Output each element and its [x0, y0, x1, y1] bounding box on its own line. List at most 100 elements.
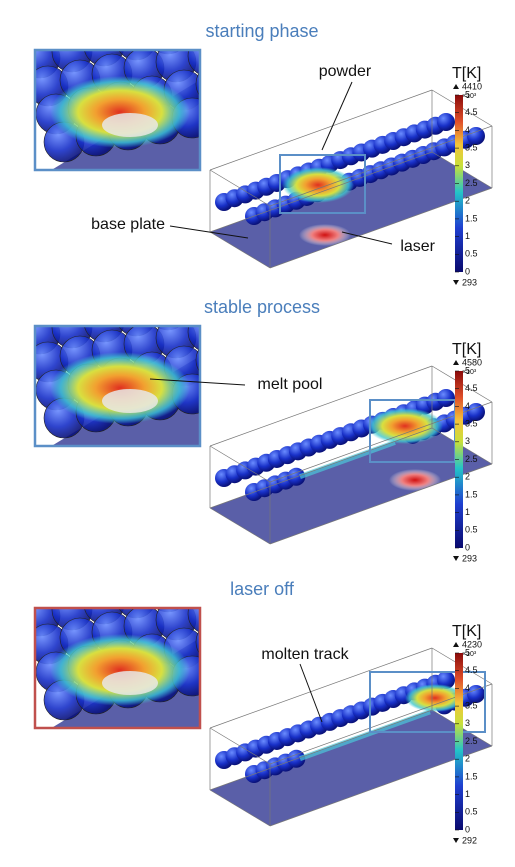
- colorbar-tick-label: 3.5: [465, 418, 478, 428]
- box-edge: [209, 727, 271, 765]
- inset-melt: [102, 113, 158, 137]
- box-edge: [209, 709, 433, 791]
- inset-particle: [195, 71, 200, 97]
- colorbar-tick-label: 2: [465, 754, 470, 764]
- zoom-frame: [279, 154, 366, 214]
- annotation: base plate: [91, 216, 165, 233]
- inset-particle: [155, 50, 181, 55]
- colorbar-label: T[K]: [452, 623, 481, 640]
- max-marker: [453, 84, 459, 89]
- colorbar-tick-label: 1: [465, 231, 470, 241]
- box-edge: [209, 789, 271, 827]
- inset-particle: [204, 92, 244, 132]
- inset-frame: [33, 48, 202, 172]
- inset-melt: [102, 671, 158, 695]
- min-marker: [453, 838, 459, 843]
- hot-zone: [282, 167, 354, 203]
- powder-particle: [467, 403, 485, 421]
- colorbar-tick-label: 4.5: [465, 107, 478, 117]
- colorbar-tick-label: 2: [465, 196, 470, 206]
- inset-particle: [187, 326, 200, 351]
- leader-line: [169, 225, 249, 239]
- colorbar-tick-label: 0.5: [465, 807, 478, 817]
- inset-hot: [50, 76, 190, 148]
- max-marker: [453, 360, 459, 365]
- colorbar-multiplier: ×10³: [462, 369, 477, 376]
- colorbar-tick-label: 1: [465, 507, 470, 517]
- inset-particle: [155, 326, 181, 331]
- leader-line: [321, 81, 353, 151]
- colorbar-tick-label: 3: [465, 160, 470, 170]
- box-edge: [209, 647, 433, 729]
- colorbar-tick-label: 1.5: [465, 213, 478, 223]
- annotation: laser: [400, 238, 435, 255]
- box-edge: [209, 89, 433, 171]
- colorbar-tick-label: 2.5: [465, 736, 478, 746]
- colorbar-tick-label: 4.5: [465, 665, 478, 675]
- inset-melt: [102, 389, 158, 413]
- base-plate: [210, 710, 492, 826]
- inset-frame: [33, 324, 202, 448]
- hot-zone: [405, 684, 465, 712]
- box-edge: [209, 427, 433, 509]
- inset-particle: [180, 566, 220, 606]
- colorbar-tick-label: 3.5: [465, 700, 478, 710]
- colorbar-tick-label: 0.5: [465, 249, 478, 259]
- inset-particle: [204, 650, 244, 690]
- colorbar-min: 292: [462, 835, 477, 845]
- colorbar-tick-label: 1.5: [465, 489, 478, 499]
- min-marker: [453, 280, 459, 285]
- base-plate: [210, 428, 492, 544]
- colorbar-max: 4580: [462, 357, 482, 367]
- colorbar-multiplier: ×10³: [462, 93, 477, 100]
- colorbar-max: 4230: [462, 639, 482, 649]
- min-marker: [453, 556, 459, 561]
- colorbar-multiplier: ×10³: [462, 651, 477, 658]
- colorbar-min: 293: [462, 553, 477, 563]
- colorbar-tick-label: 0: [465, 824, 470, 834]
- colorbar-tick-label: 4: [465, 401, 470, 411]
- colorbar-tick-label: 3: [465, 436, 470, 446]
- leader-line: [341, 231, 393, 245]
- colorbar-tick-label: 5: [465, 647, 470, 657]
- colorbar-label: T[K]: [452, 65, 481, 82]
- colorbar-max: 4410: [462, 81, 482, 91]
- molten-track: [299, 709, 431, 761]
- box-edge: [209, 507, 271, 545]
- box-edge: [209, 151, 433, 233]
- colorbar-tick-label: 5: [465, 89, 470, 99]
- inset-content: [35, 326, 200, 446]
- box-edge: [209, 231, 271, 269]
- colorbar-tick-label: 0: [465, 266, 470, 276]
- max-marker: [453, 642, 459, 647]
- molten-track: [299, 440, 396, 479]
- base-plate: [210, 152, 492, 268]
- annotation: powder: [319, 63, 372, 80]
- annotation: molten track: [261, 646, 349, 663]
- inset-frame: [33, 606, 202, 730]
- panel-title: laser off: [230, 579, 295, 599]
- panel-title: stable process: [204, 297, 320, 317]
- colorbar-tick-label: 3.5: [465, 142, 478, 152]
- hot-zone: [367, 408, 443, 444]
- panel-title: starting phase: [205, 21, 318, 41]
- laser-spot: [389, 469, 441, 491]
- powder-particle: [467, 685, 485, 703]
- powder-particle: [437, 389, 455, 407]
- inset-particle: [195, 347, 200, 373]
- leader-line: [299, 663, 323, 723]
- box-edge: [209, 169, 271, 207]
- inset-particle: [187, 50, 200, 75]
- annotation: melt pool: [258, 376, 323, 393]
- colorbar-tick-label: 2.5: [465, 454, 478, 464]
- inset-content: [35, 50, 244, 170]
- inset-hot: [50, 634, 190, 706]
- inset-hot: [50, 352, 190, 424]
- inset-particle: [195, 629, 200, 655]
- inset-particle: [187, 608, 200, 633]
- inset-content: [35, 566, 244, 728]
